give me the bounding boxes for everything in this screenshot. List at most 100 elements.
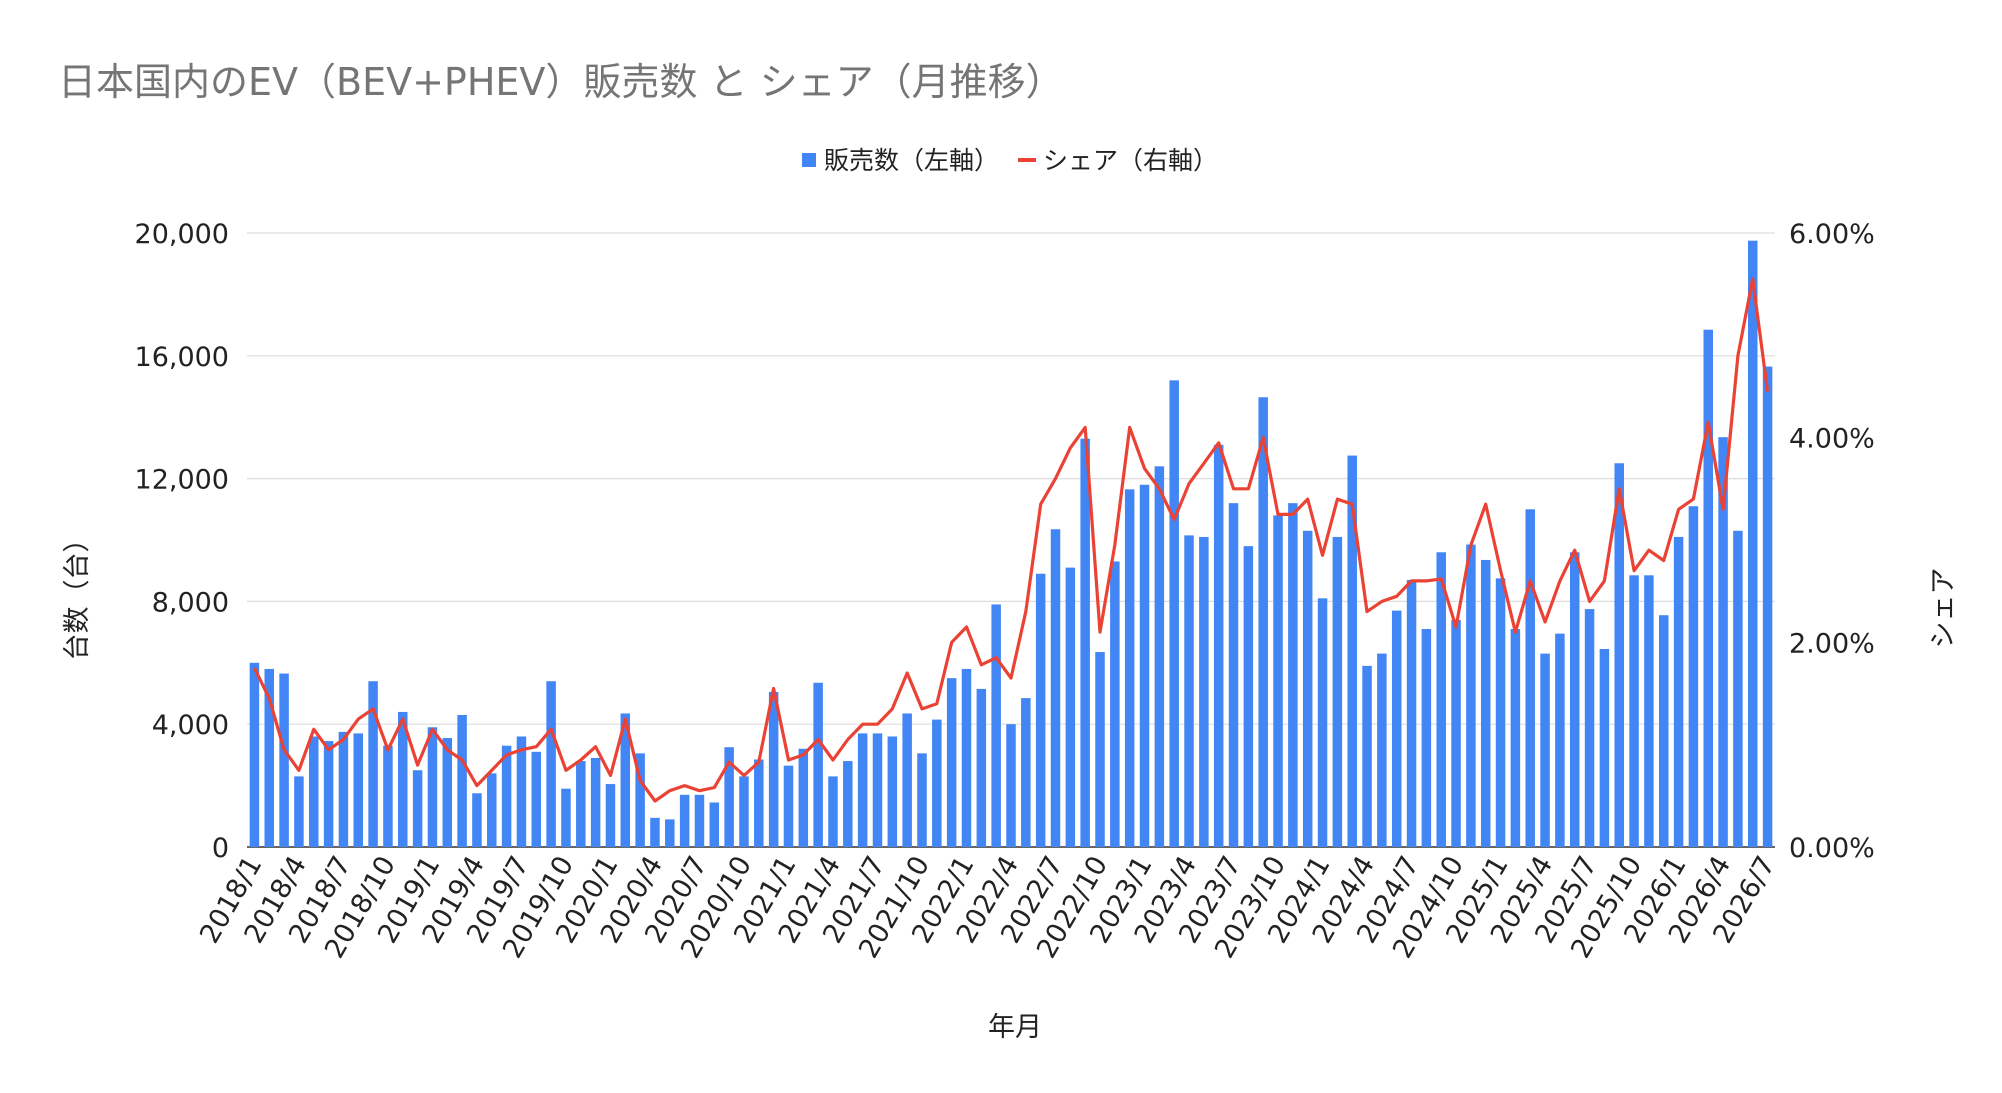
bar <box>516 736 527 847</box>
bar <box>353 733 364 847</box>
bar <box>961 668 972 847</box>
bar <box>1495 578 1506 847</box>
bar <box>1243 546 1254 847</box>
bar <box>1169 380 1179 847</box>
left-axis-ticks: 0 4,000 8,000 12,000 16,000 20,000 <box>135 219 229 864</box>
bar <box>472 793 482 847</box>
y2-tick-label: 0.00% <box>1789 833 1875 864</box>
legend-label-sales: 販売数（左軸） <box>824 146 999 175</box>
bar <box>1258 397 1268 847</box>
bar <box>1050 529 1061 847</box>
bar <box>1288 503 1298 847</box>
bar <box>249 662 260 847</box>
bar <box>1124 489 1135 847</box>
legend: 販売数（左軸） シェア（右軸） <box>802 146 1218 175</box>
bar <box>946 678 957 847</box>
bar <box>932 719 942 847</box>
bar <box>294 776 304 847</box>
bar <box>1555 633 1565 847</box>
y-tick-label: 4,000 <box>152 710 229 741</box>
bar <box>1213 444 1224 847</box>
bar <box>1154 466 1165 847</box>
y-tick-label: 8,000 <box>152 587 229 618</box>
bar <box>1584 609 1595 847</box>
bar <box>887 736 898 847</box>
bar <box>561 788 571 847</box>
bar <box>1391 610 1402 847</box>
bar <box>1332 536 1343 847</box>
bar <box>1436 552 1446 847</box>
y-tick-label: 12,000 <box>135 465 229 496</box>
legend-swatch-bar <box>802 153 816 167</box>
y-tick-label: 20,000 <box>135 219 229 250</box>
bar <box>368 681 378 847</box>
bar <box>1421 629 1432 847</box>
bar <box>457 714 467 847</box>
bar <box>605 784 616 847</box>
bar <box>1451 619 1461 847</box>
bar <box>1540 653 1550 847</box>
bar <box>679 794 690 847</box>
bar <box>1406 579 1417 847</box>
bar <box>768 691 779 847</box>
bar <box>323 741 334 847</box>
bar <box>338 731 349 847</box>
bar <box>857 733 868 847</box>
bar <box>1006 724 1016 847</box>
bar <box>1629 575 1639 847</box>
bar <box>1480 559 1491 847</box>
bar <box>694 794 705 847</box>
bar <box>754 759 764 847</box>
bar <box>590 757 601 847</box>
bar <box>635 753 645 847</box>
y2-tick-label: 2.00% <box>1789 628 1875 659</box>
bar <box>1021 698 1031 847</box>
bar <box>1703 329 1713 848</box>
bar <box>279 673 289 847</box>
bar <box>1317 598 1328 847</box>
bar <box>1673 536 1684 847</box>
bar <box>917 753 927 847</box>
bar <box>1599 648 1610 847</box>
share-line <box>252 277 1770 803</box>
x-axis-ticks: 2018/12018/42018/72018/102019/12019/4201… <box>194 851 1782 964</box>
bar <box>1302 530 1313 847</box>
bar <box>813 682 823 847</box>
bar <box>739 776 749 847</box>
y-axis-title: 台数（台） <box>62 526 93 661</box>
bar <box>1762 366 1773 847</box>
bar <box>1228 503 1239 847</box>
bar <box>665 819 675 847</box>
bar <box>1065 567 1076 847</box>
bar <box>976 688 987 847</box>
bar <box>501 745 512 847</box>
bar <box>1614 463 1624 847</box>
bar <box>1362 665 1372 847</box>
bar <box>442 738 453 847</box>
bar <box>1466 544 1476 847</box>
bar <box>309 736 319 847</box>
bar <box>650 817 660 847</box>
bar <box>1510 629 1521 847</box>
bar <box>828 776 838 847</box>
bar <box>1748 240 1758 848</box>
bar <box>1718 437 1728 847</box>
bar <box>412 770 423 847</box>
bar <box>427 727 438 847</box>
bar <box>576 761 586 847</box>
bar-series <box>249 240 1773 848</box>
bar <box>1644 575 1654 847</box>
bar <box>1347 455 1357 847</box>
y-tick-label: 0 <box>212 833 229 864</box>
bar <box>1658 615 1669 847</box>
bar <box>531 751 542 847</box>
bar <box>1273 515 1283 847</box>
bar <box>1035 573 1046 847</box>
bar <box>724 747 734 847</box>
bar <box>546 681 556 847</box>
y-tick-label: 16,000 <box>135 342 229 373</box>
bar <box>843 761 853 847</box>
chart-title: 日本国内のEV（BEV+PHEV）販売数 と シェア（月推移） <box>58 60 1064 104</box>
